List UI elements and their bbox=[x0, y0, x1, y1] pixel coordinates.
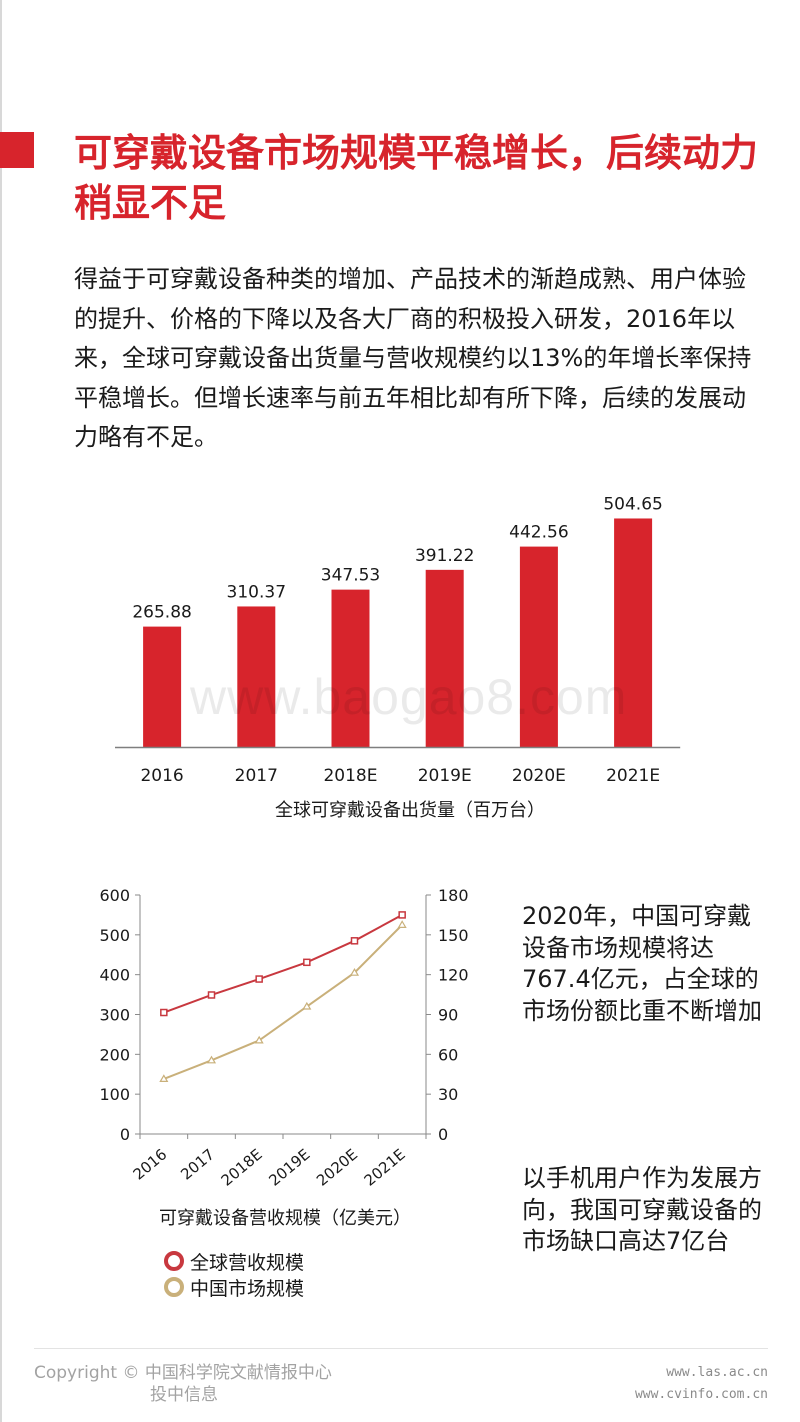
china-market-note: 2020年，中国可穿戴设备市场规模将达767.4亿元，占全球的市场份额比重不断增… bbox=[522, 902, 762, 1025]
left-tick-label-100: 100 bbox=[99, 1085, 130, 1104]
bar-category-label-2018E: 2018E bbox=[323, 766, 377, 786]
footer-divider bbox=[34, 1348, 768, 1349]
bar-value-label-2018E: 347.53 bbox=[321, 566, 380, 586]
x-category-label-2019E: 2019E bbox=[265, 1145, 313, 1189]
x-category-label-2021E: 2021E bbox=[361, 1145, 409, 1189]
point-china-2017 bbox=[206, 1055, 217, 1064]
bar-2018E bbox=[331, 589, 370, 747]
page-title: 可穿戴设备市场规模平稳增长，后续动力稍显不足 bbox=[74, 131, 759, 225]
bar-value-label-2021E: 504.65 bbox=[603, 495, 662, 514]
bar-category-label-2020E: 2020E bbox=[512, 766, 566, 786]
legend-swatch-global bbox=[164, 1251, 184, 1271]
bar-value-label-2017: 310.37 bbox=[227, 582, 286, 602]
bar-value-label-2016: 265.88 bbox=[132, 603, 191, 623]
point-china-2016 bbox=[159, 1074, 169, 1082]
x-category-label-2016: 2016 bbox=[130, 1145, 171, 1183]
watermark-text: www.baogao8.com bbox=[190, 669, 628, 725]
point-china-2018E bbox=[254, 1035, 264, 1044]
bar-value-label-2020E: 442.56 bbox=[509, 523, 568, 543]
point-global-2021E bbox=[398, 911, 406, 919]
series-line-global bbox=[163, 914, 403, 1014]
line-chart-legend: 全球营收规模 中国市场规模 bbox=[164, 1248, 304, 1300]
legend-item-china: 中国市场规模 bbox=[164, 1274, 304, 1300]
bar-category-label-2016: 2016 bbox=[140, 766, 183, 786]
point-china-2021E bbox=[397, 920, 407, 928]
title-accent-block bbox=[0, 132, 34, 168]
point-china-2020E bbox=[349, 967, 360, 976]
market-gap-note: 以手机用户作为发展方向，我国可穿戴设备的市场缺口高达7亿台 bbox=[522, 1164, 762, 1255]
point-global-2018E bbox=[255, 975, 263, 983]
bar-2020E bbox=[519, 546, 558, 747]
legend-label-global: 全球营收规模 bbox=[190, 1251, 305, 1274]
legend-item-global: 全球营收规模 bbox=[164, 1248, 304, 1274]
bar-chart-axis-label: 全球可穿戴设备出货量（百万台） bbox=[275, 800, 545, 821]
site-link-las[interactable]: www.las.ac.cn bbox=[666, 1365, 768, 1380]
right-tick-label-30: 30 bbox=[438, 1085, 458, 1104]
bar-value-label-2019E: 391.22 bbox=[415, 546, 474, 566]
series-line-china bbox=[163, 924, 403, 1080]
line-chart-axis-label: 可穿戴设备营收规模（亿美元） bbox=[159, 1208, 411, 1229]
left-border-rule bbox=[0, 0, 2, 1422]
footer-sites: www.las.ac.cn www.cvinfo.com.cn bbox=[635, 1362, 768, 1406]
x-category-label-2018E: 2018E bbox=[218, 1145, 266, 1189]
left-tick-label-600: 600 bbox=[99, 886, 130, 905]
left-tick-label-300: 300 bbox=[99, 1006, 130, 1025]
right-tick-label-150: 150 bbox=[438, 926, 469, 945]
x-category-label-2020E: 2020E bbox=[313, 1145, 361, 1189]
point-china-2019E bbox=[302, 1001, 312, 1010]
bar-2016 bbox=[143, 626, 182, 747]
left-tick-label-400: 400 bbox=[99, 966, 130, 985]
point-global-2016 bbox=[160, 1008, 168, 1017]
right-tick-label-60: 60 bbox=[438, 1045, 458, 1064]
right-tick-label-180: 180 bbox=[438, 886, 469, 905]
bar-category-label-2019E: 2019E bbox=[418, 766, 472, 786]
bar-category-label-2017: 2017 bbox=[235, 766, 278, 786]
copyright-line-1: Copyright © 中国科学院文献情报中心 bbox=[34, 1363, 332, 1383]
bar-2017 bbox=[237, 606, 276, 747]
x-category-label-2017: 2017 bbox=[177, 1145, 218, 1183]
footer-copyright: Copyright © 中国科学院文献情报中心 投中信息 bbox=[34, 1362, 332, 1406]
bar-2021E bbox=[614, 518, 653, 747]
left-tick-label-200: 200 bbox=[99, 1045, 130, 1064]
bar-2019E bbox=[425, 569, 464, 747]
point-global-2020E bbox=[350, 937, 359, 945]
right-tick-label-120: 120 bbox=[438, 966, 469, 985]
copyright-line-2: 投中信息 bbox=[150, 1385, 218, 1405]
legend-swatch-china bbox=[164, 1277, 184, 1297]
legend-label-china: 中国市场规模 bbox=[190, 1277, 305, 1300]
point-global-2019E bbox=[303, 958, 311, 967]
left-tick-label-500: 500 bbox=[99, 926, 130, 945]
right-tick-label-90: 90 bbox=[438, 1006, 458, 1025]
intro-paragraph: 得益于可穿戴设备种类的增加、产品技术的渐趋成熟、用户体验的提升、价格的下降以及各… bbox=[74, 265, 752, 451]
point-global-2017 bbox=[207, 991, 216, 999]
right-tick-label-0: 0 bbox=[438, 1125, 448, 1144]
left-tick-label-0: 0 bbox=[120, 1125, 130, 1144]
site-link-cvinfo[interactable]: www.cvinfo.com.cn bbox=[634, 1387, 768, 1402]
bar-category-label-2021E: 2021E bbox=[606, 766, 660, 786]
shipment-bar-chart: 265.88 2016 310.37 2017 347.53 2018E 391.22 201… bbox=[115, 495, 681, 821]
